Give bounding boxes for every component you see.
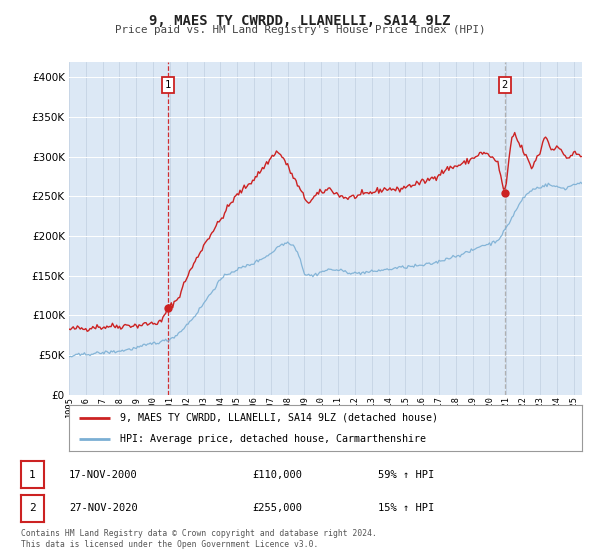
Text: £255,000: £255,000 bbox=[252, 503, 302, 514]
Text: 9, MAES TY CWRDD, LLANELLI, SA14 9LZ: 9, MAES TY CWRDD, LLANELLI, SA14 9LZ bbox=[149, 14, 451, 28]
Text: HPI: Average price, detached house, Carmarthenshire: HPI: Average price, detached house, Carm… bbox=[121, 435, 426, 444]
Text: 27-NOV-2020: 27-NOV-2020 bbox=[69, 503, 138, 514]
Text: 1: 1 bbox=[29, 470, 36, 480]
Text: 2: 2 bbox=[29, 503, 36, 514]
Text: 15% ↑ HPI: 15% ↑ HPI bbox=[378, 503, 434, 514]
Text: 2: 2 bbox=[502, 80, 508, 90]
Text: £110,000: £110,000 bbox=[252, 470, 302, 480]
Text: 59% ↑ HPI: 59% ↑ HPI bbox=[378, 470, 434, 480]
Text: Contains HM Land Registry data © Crown copyright and database right 2024.
This d: Contains HM Land Registry data © Crown c… bbox=[21, 529, 377, 549]
Text: 9, MAES TY CWRDD, LLANELLI, SA14 9LZ (detached house): 9, MAES TY CWRDD, LLANELLI, SA14 9LZ (de… bbox=[121, 413, 438, 423]
Text: 1: 1 bbox=[165, 80, 171, 90]
Text: Price paid vs. HM Land Registry's House Price Index (HPI): Price paid vs. HM Land Registry's House … bbox=[115, 25, 485, 35]
Text: 17-NOV-2000: 17-NOV-2000 bbox=[69, 470, 138, 480]
